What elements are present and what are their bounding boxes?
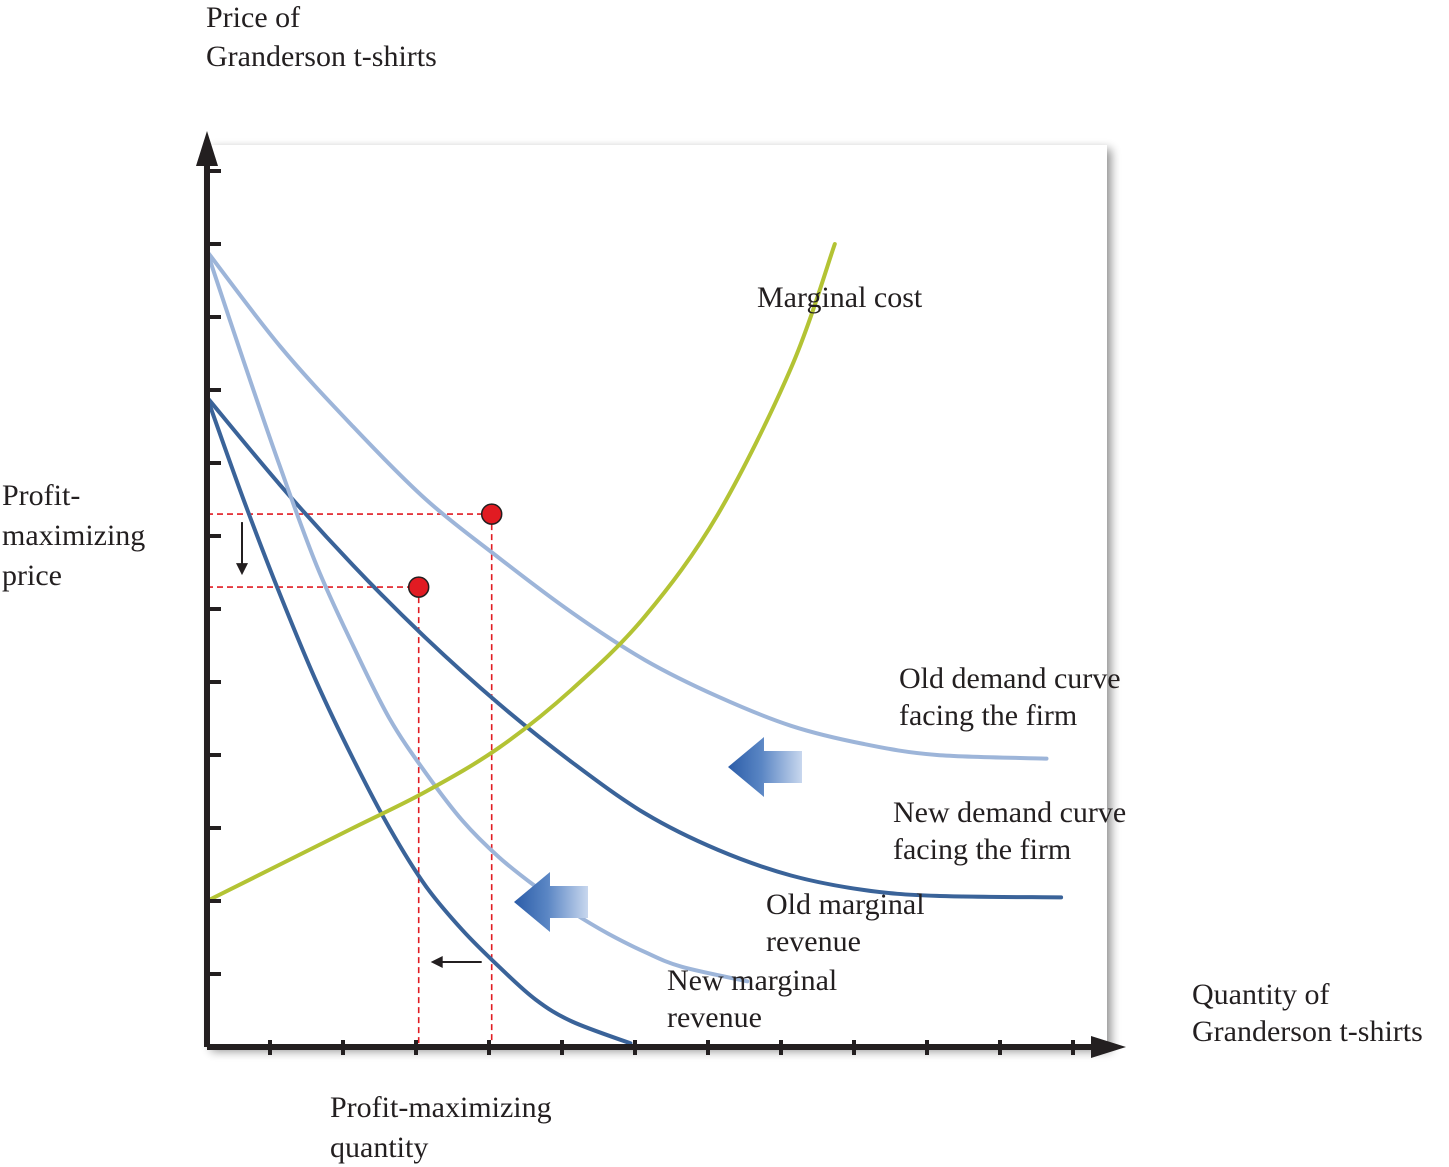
profit-maximizing-quantity-label: Profit-maximizing quantity — [330, 1091, 552, 1164]
new-marginal-revenue-label: New marginal revenue — [667, 964, 837, 1034]
labels: Price of Granderson t-shirts Quantity of Gr… — [2, 1, 1423, 1164]
x-axis-title: Quantity of Granderson t-shirts — [1192, 978, 1423, 1048]
demand-shift-arrow — [728, 737, 802, 797]
equilibrium-point-2 — [407, 576, 430, 598]
curves — [205, 242, 1064, 1046]
quantity-decrease-arrowhead — [430, 956, 443, 968]
old-demand-curve-facing-the-firm-label: Old demand curve facing the firm — [899, 662, 1121, 732]
y-axis-title: Price of Granderson t-shirts — [206, 1, 437, 73]
new-demand-curve-facing-the-firm-line — [205, 395, 1064, 900]
old-marginal-revenue-line — [205, 249, 750, 984]
y-axis-arrowhead — [196, 131, 218, 166]
new-demand-curve-facing-the-firm-label: New demand curve facing the firm — [893, 796, 1126, 866]
marginal-cost-label: Marginal cost — [757, 281, 923, 314]
plot-area — [207, 145, 1107, 1047]
price-decrease-arrowhead — [236, 563, 248, 576]
old-demand-curve-facing-the-firm-line — [205, 249, 1049, 761]
old-marginal-revenue-label: Old marginal revenue — [766, 888, 925, 958]
new-marginal-revenue-line — [205, 395, 633, 1046]
equilibrium-points — [407, 503, 503, 598]
marginal-revenue-shift-arrow — [514, 872, 588, 932]
axes — [196, 131, 1126, 1058]
equilibrium-point-1 — [480, 503, 503, 525]
x-axis-arrowhead — [1091, 1036, 1126, 1058]
shift-arrows — [236, 522, 802, 968]
marginal-cost-line — [205, 242, 837, 903]
profit-maximizing-price-label: Profit-maximizing price — [2, 479, 145, 592]
